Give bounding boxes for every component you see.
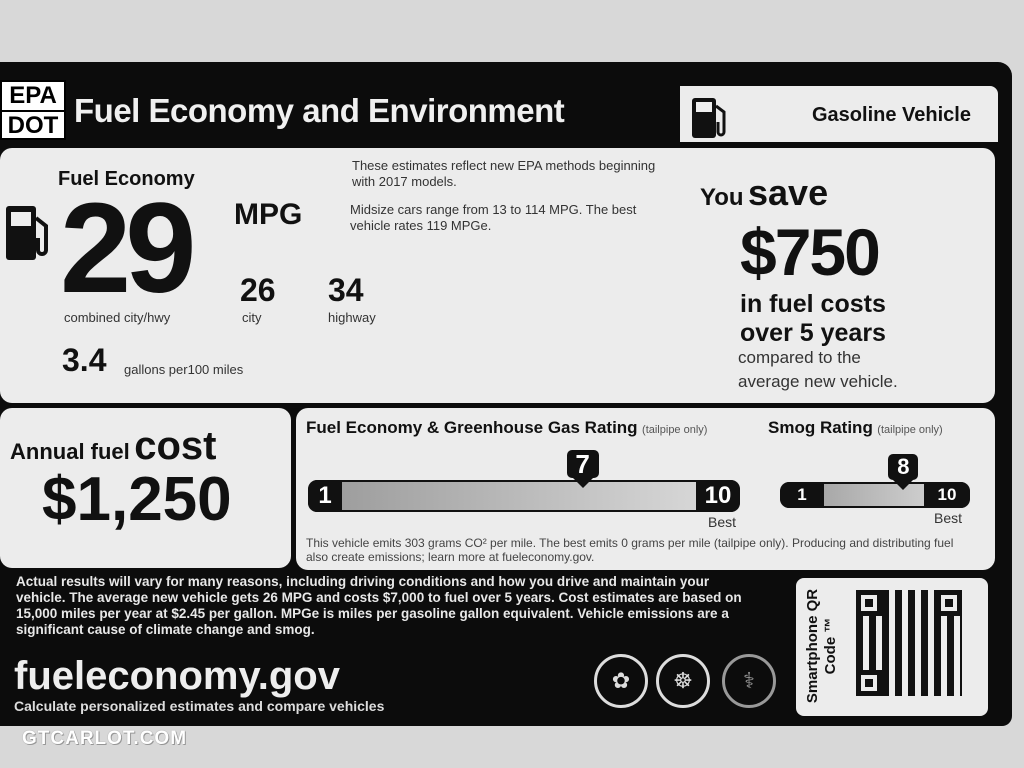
smog-min: 1 — [780, 482, 824, 508]
rating-panel: Fuel Economy & Greenhouse Gas Rating (ta… — [296, 408, 995, 570]
highway-label: highway — [328, 310, 376, 325]
ghg-title: Fuel Economy & Greenhouse Gas Rating — [306, 418, 638, 437]
ghg-rating-marker: 7 — [566, 450, 599, 488]
ghg-rating-bar: 1 10 — [308, 480, 740, 512]
annual-label: Annual fuel — [10, 439, 130, 464]
savings-line2: over 5 years — [740, 319, 886, 347]
dot-seal-icon: ☸ — [656, 654, 710, 708]
qr-code-icon[interactable] — [856, 590, 962, 696]
smog-best: Best — [934, 510, 963, 526]
annual-fuel-cost-panel: Annual fuel cost $1,250 — [0, 408, 291, 568]
fuel-pump-icon — [692, 98, 726, 138]
annual-cost-amount: $1,250 — [42, 465, 232, 534]
savings-amount: $750 — [740, 215, 881, 289]
smog-qualifier: (tailpipe only) — [877, 424, 943, 436]
vehicle-type-box: Gasoline Vehicle — [680, 86, 998, 142]
gallons-label: gallons per100 miles — [124, 362, 244, 377]
smog-rating-bar: 1 10 — [780, 482, 970, 508]
savings-block: You save — [700, 172, 940, 214]
ghg-max: 10 — [696, 480, 740, 512]
city-label: city — [242, 310, 262, 325]
savings-line1: in fuel costs — [740, 290, 886, 318]
range-note: Midsize cars range from 13 to 114 MPG. T… — [350, 202, 637, 233]
doe-seal-icon: ⚕ — [722, 654, 776, 708]
vehicle-type: Gasoline Vehicle — [812, 104, 971, 126]
ghg-best: Best — [708, 514, 737, 530]
smog-title: Smog Rating — [768, 418, 873, 437]
epa-dot-logo: EPA DOT — [0, 80, 66, 140]
savings-line3: compared to the — [738, 348, 861, 367]
epa-seal-icon: ✿ — [594, 654, 648, 708]
mpg-unit: MPG — [234, 198, 303, 231]
watermark: GTCARLOT.COM — [22, 728, 188, 749]
highway-mpg: 34 — [328, 272, 364, 308]
cost-label: cost — [134, 424, 217, 468]
fuel-economy-panel: Fuel Economy 29 MPG 26 34 combined city/… — [0, 148, 995, 403]
smog-max: 10 — [924, 482, 970, 508]
qr-label: Smartphone QR Code ™ — [804, 588, 839, 704]
fueleconomy-link[interactable]: fueleconomy.gov — [14, 654, 340, 698]
combined-mpg: 29 — [60, 177, 196, 320]
combined-label: combined city/hwy — [64, 310, 171, 325]
gallons-per-100: 3.4 — [62, 342, 107, 378]
fuel-economy-heading: Fuel Economy — [58, 168, 195, 190]
tagline: Calculate personalized estimates and com… — [14, 698, 385, 714]
label-title: Fuel Economy and Environment — [74, 92, 565, 129]
save-text: save — [748, 172, 829, 213]
city-mpg: 26 — [240, 272, 276, 308]
ghg-min: 1 — [308, 480, 342, 512]
qr-code-box: Smartphone QR Code ™ — [796, 578, 988, 716]
you-text: You — [700, 184, 744, 211]
smog-rating-marker: 8 — [888, 454, 919, 490]
ghg-qualifier: (tailpipe only) — [642, 424, 708, 436]
fuel-pump-icon — [6, 206, 48, 260]
epa-methods-note: These estimates reflect new EPA methods … — [352, 158, 656, 189]
disclaimer-text: Actual results will vary for many reason… — [16, 574, 742, 637]
emissions-note: This vehicle emits 303 grams CO² per mil… — [306, 536, 954, 564]
savings-line4: average new vehicle. — [738, 372, 898, 391]
